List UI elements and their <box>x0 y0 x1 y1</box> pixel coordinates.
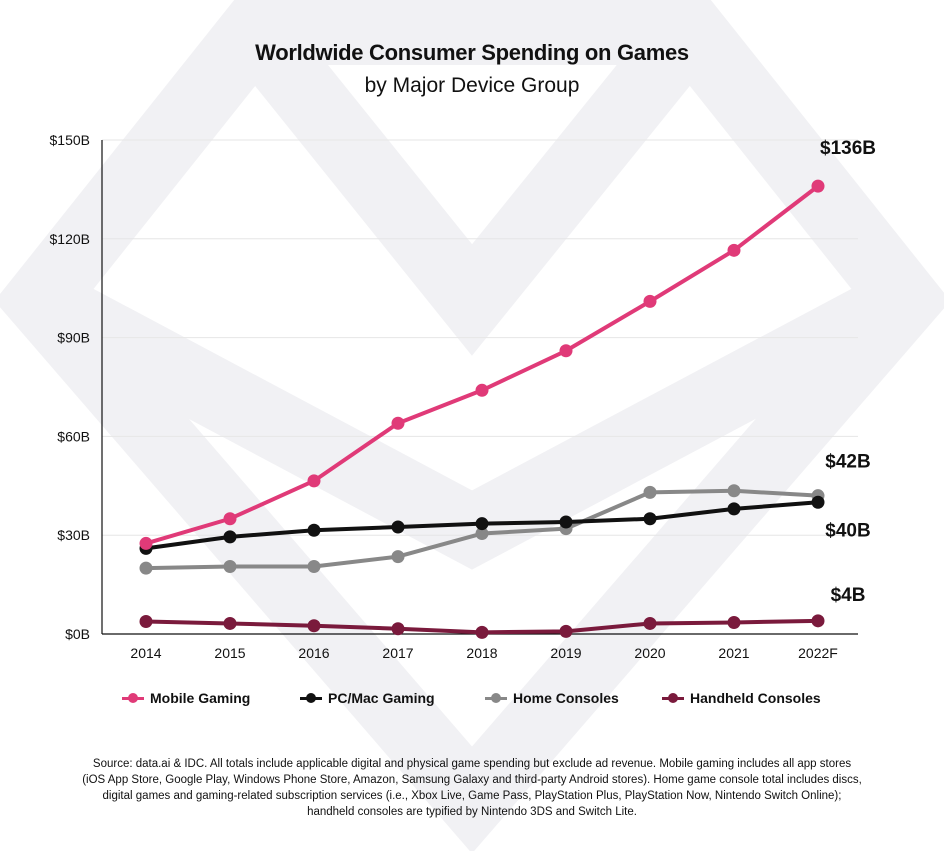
x-tick-label: 2015 <box>214 645 245 661</box>
data-point <box>223 559 237 573</box>
data-point <box>307 619 321 633</box>
legend-marker <box>662 693 684 703</box>
chart-subtitle: by Major Device Group <box>364 74 580 97</box>
data-point <box>391 550 405 564</box>
data-point <box>475 383 489 397</box>
legend-label: Mobile Gaming <box>150 690 251 706</box>
data-point <box>307 474 321 488</box>
end-value-label: $4B <box>831 585 866 606</box>
series-mobile-gaming <box>139 179 825 550</box>
series-lines <box>139 179 825 639</box>
data-point <box>391 416 405 430</box>
data-point <box>811 495 825 509</box>
source-note: Source: data.ai & IDC. All totals includ… <box>82 758 862 818</box>
data-point <box>559 515 573 529</box>
legend-label: PC/Mac Gaming <box>328 690 435 706</box>
data-point <box>223 616 237 630</box>
data-point <box>727 502 741 516</box>
data-point <box>391 622 405 636</box>
data-point <box>559 344 573 358</box>
series-handheld-consoles <box>139 614 825 639</box>
y-tick-label: $60B <box>57 428 90 444</box>
legend: Mobile Gaming PC/Mac Gaming Home Consoles H… <box>0 690 944 714</box>
legend-marker <box>300 693 322 703</box>
data-point <box>643 616 657 630</box>
end-value-label: $40B <box>825 520 870 541</box>
end-value-label: $136B <box>820 138 876 159</box>
data-point <box>475 527 489 541</box>
x-tick-label: 2020 <box>634 645 665 661</box>
data-point <box>307 523 321 537</box>
y-tick-label: $150B <box>50 132 90 148</box>
data-point <box>307 559 321 573</box>
data-point <box>475 625 489 639</box>
data-point <box>727 615 741 629</box>
data-point <box>139 614 153 628</box>
axes: $0B $30B $60B $90B $120B $150B 2014 2015 2016 201… <box>50 132 858 661</box>
data-point <box>139 561 153 575</box>
x-tick-label: 2014 <box>130 645 161 661</box>
data-point <box>643 512 657 526</box>
legend-label: Home Consoles <box>513 690 619 706</box>
data-point <box>643 485 657 499</box>
y-tick-label: $30B <box>57 527 90 543</box>
gridlines <box>102 139 858 536</box>
x-tick-label: 2016 <box>298 645 329 661</box>
legend-item: Mobile Gaming <box>122 690 250 706</box>
x-tick-label: 2018 <box>466 645 497 661</box>
data-point <box>475 517 489 531</box>
data-point <box>223 512 237 526</box>
legend-item: Home Consoles <box>485 690 619 706</box>
data-point <box>643 294 657 308</box>
x-tick-label: 2017 <box>382 645 413 661</box>
data-point <box>559 624 573 638</box>
end-labels: $136B $40B $42B $4B <box>820 138 876 606</box>
x-tick-label: 2021 <box>718 645 749 661</box>
chart-title: Worldwide Consumer Spending on Games <box>255 40 689 65</box>
legend-marker <box>485 693 507 703</box>
x-tick-label: 2019 <box>550 645 581 661</box>
data-point <box>223 530 237 544</box>
y-tick-label: $90B <box>57 330 90 346</box>
x-tick-label: 2022F <box>798 645 838 661</box>
legend-item: Handheld Consoles <box>662 690 821 706</box>
legend-label: Handheld Consoles <box>690 690 821 706</box>
end-value-label: $42B <box>825 452 870 473</box>
legend-marker <box>122 693 144 703</box>
data-point <box>727 484 741 498</box>
data-point <box>727 243 741 257</box>
series-pc-mac-gaming <box>139 495 825 555</box>
y-tick-label: $120B <box>50 231 90 247</box>
data-point <box>811 179 825 193</box>
data-point <box>391 520 405 534</box>
legend-item: PC/Mac Gaming <box>300 690 435 706</box>
y-tick-label: $0B <box>65 626 90 642</box>
data-point <box>811 614 825 628</box>
data-point <box>139 536 153 550</box>
